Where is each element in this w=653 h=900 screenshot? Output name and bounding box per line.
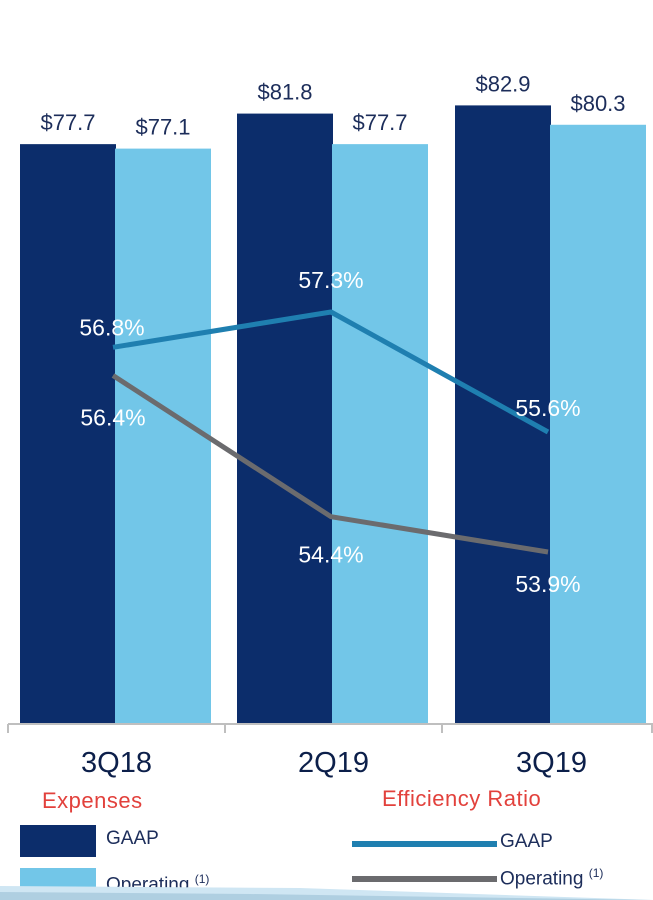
- line-gaap: [112, 309, 550, 435]
- bar-gaap-2q19: [237, 113, 333, 724]
- bar-operating-3q19: [550, 124, 646, 723]
- legend-efficiency-gaap-label: GAAP: [500, 831, 553, 852]
- line-label-gaap-3q18: 56.8%: [79, 314, 144, 340]
- bar-label-gaap-3q18: $77.7: [40, 110, 95, 135]
- legend-efficiency-title: Efficiency Ratio: [382, 786, 542, 811]
- legend-expenses-gaap-swatch: [20, 825, 96, 857]
- line-operating: [111, 373, 549, 555]
- bar-label-operating-2q19: $77.7: [352, 110, 407, 135]
- legend-expenses-title: Expenses: [42, 788, 143, 813]
- line-label-gaap-3q19: 55.6%: [515, 395, 580, 421]
- bar-label-gaap-2q19: $81.8: [257, 80, 312, 105]
- bar-operating-3q18: [115, 148, 211, 724]
- bar-label-operating-3q18: $77.1: [135, 115, 190, 140]
- line-label-gaap-2q19: 57.3%: [298, 267, 363, 293]
- x-tick-label-3q18: 3Q18: [81, 747, 152, 779]
- line-label-operating-3q18: 56.4%: [80, 405, 145, 431]
- bar-gaap-3q19: [455, 105, 551, 723]
- legend-efficiency-gaap-line: [352, 841, 497, 847]
- bar-operating-2q19: [332, 144, 428, 723]
- bar-label-gaap-3q19: $82.9: [475, 71, 530, 96]
- line-label-operating-2q19: 54.4%: [298, 542, 363, 568]
- legend-efficiency-operating-line: [352, 876, 497, 882]
- legend-efficiency-operating-label: Operating (1): [500, 866, 604, 890]
- x-tick-label-3q19: 3Q19: [516, 747, 587, 779]
- legend-expenses-gaap-label: GAAP: [106, 828, 159, 849]
- bar-label-operating-3q19: $80.3: [570, 91, 625, 116]
- x-tick-label-2q19: 2Q19: [298, 747, 369, 779]
- bar-gaap-3q18: [20, 144, 116, 723]
- line-label-operating-3q19: 53.9%: [515, 571, 580, 597]
- bottom-decoration: [0, 886, 653, 900]
